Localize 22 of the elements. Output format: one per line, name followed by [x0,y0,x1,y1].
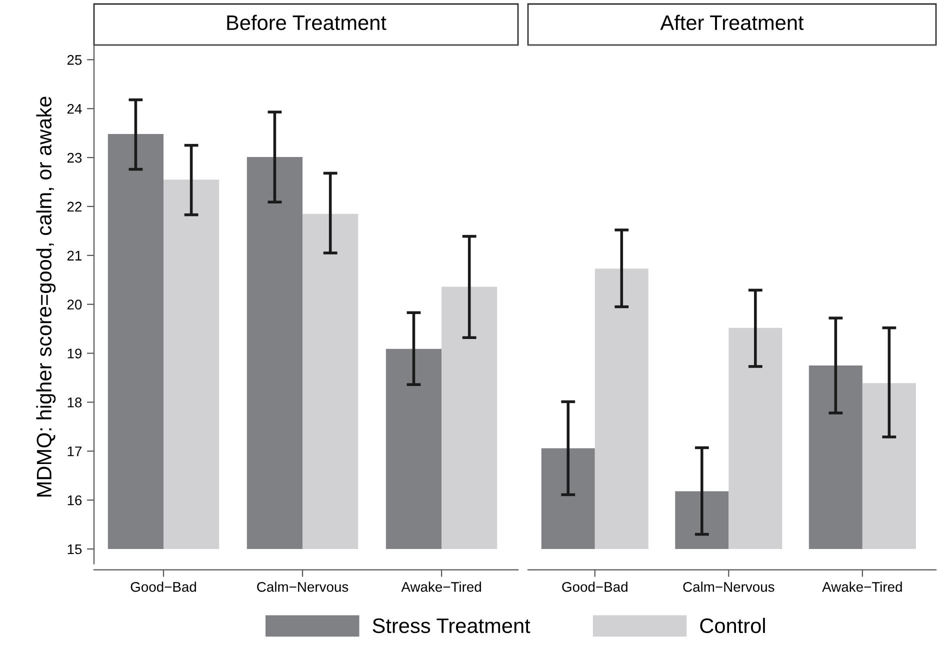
y-tick-label: 18 [68,398,82,408]
y-tick-label: 16 [68,495,82,506]
y-tick-label: 19 [68,348,82,358]
y-tick-label: 25 [67,55,82,65]
y-axis-title: MDMQ: higher score=good, calm, or awake [36,96,56,496]
x-tick-label: Awake−Tired [401,582,481,592]
chart-title: After Treatment [660,14,804,30]
y-tick-label: 15 [68,544,82,554]
x-tick-label: Awake−Tired [822,582,902,592]
y-tick-label: 21 [67,250,82,260]
y-tick-label: 22 [67,202,82,212]
legend-label: Control [700,618,765,634]
x-tick-label: Calm−Nervous [257,582,348,592]
y-tick-label: 17 [68,446,82,456]
y-tick-label: 24 [67,104,82,114]
x-tick-label: Good−Bad [130,582,196,592]
legend-label: Stress Treatment [372,618,530,634]
chart-title: Before Treatment [227,14,386,30]
x-tick-label: Good−Bad [562,582,628,592]
x-tick-label: Calm−Nervous [683,582,774,592]
y-tick-label: 20 [67,300,82,310]
y-tick-label: 23 [67,152,82,163]
